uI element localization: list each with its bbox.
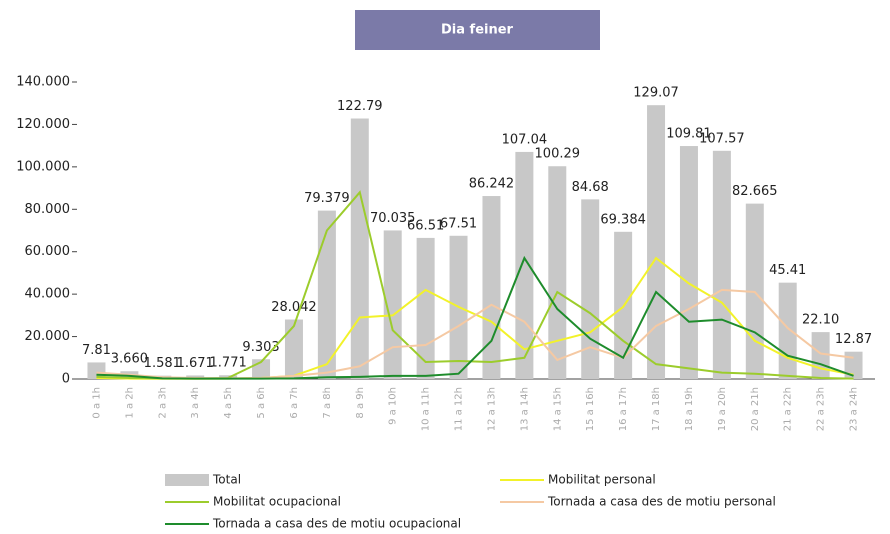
x-tick-label: 18 a 19h: [684, 387, 695, 431]
bar: [350, 118, 369, 379]
legend-label: Mobilitat personal: [548, 473, 656, 487]
value-label: 28.042: [271, 300, 317, 315]
x-tick-label: 4 a 5h: [223, 387, 234, 419]
x-tick-label: 14 a 15h: [552, 387, 563, 431]
y-tick-label: 60.000: [25, 244, 71, 259]
value-label: 1.581: [144, 356, 181, 371]
bar: [844, 351, 863, 379]
x-tick-label: 0 a 1h: [91, 387, 102, 419]
x-tick-label: 11 a 12h: [454, 387, 465, 431]
bar: [482, 196, 501, 379]
value-label: 107.57: [699, 131, 745, 146]
y-tick-label: 80.000: [25, 202, 71, 217]
bar: [515, 151, 534, 379]
y-tick-label: 140.000: [16, 75, 70, 90]
value-label: 84.68: [572, 180, 609, 195]
chart-title: Dia feiner: [441, 23, 514, 38]
y-tick-label: 0: [62, 372, 70, 387]
x-tick-label: 10 a 11h: [421, 387, 432, 431]
x-tick-label: 20 a 21h: [750, 387, 761, 431]
bar: [811, 332, 830, 379]
bar: [778, 282, 797, 379]
x-tick-label: 21 a 22h: [783, 387, 794, 431]
x-tick-label: 3 a 4h: [190, 387, 201, 419]
x-tick-label: 15 a 16h: [585, 387, 596, 431]
value-label: 1.671: [177, 356, 214, 371]
value-label: 69.384: [600, 212, 646, 227]
value-label: 7.81: [82, 343, 111, 358]
x-tick-label: 17 a 18h: [651, 387, 662, 431]
bar: [416, 237, 435, 379]
value-label: 109.81: [666, 127, 712, 142]
legend-label: Tornada a casa des de motiu ocupacional: [212, 517, 461, 531]
x-tick-label: 9 a 10h: [388, 387, 399, 425]
x-tick-label: 2 a 3h: [157, 387, 168, 419]
value-label: 122.79: [337, 99, 383, 114]
x-tick-label: 13 a 14h: [519, 387, 530, 431]
value-label: 82.665: [732, 184, 778, 199]
y-tick-label: 100.000: [16, 159, 70, 174]
value-label: 107.04: [502, 132, 548, 147]
value-label: 1.771: [210, 356, 247, 371]
y-tick-label: 20.000: [25, 329, 71, 344]
title-box: [355, 10, 600, 50]
line: [96, 255, 854, 380]
bar: [317, 210, 336, 379]
bar: [548, 166, 567, 379]
x-tick-label: 12 a 13h: [486, 387, 497, 431]
legend-label: Tornada a casa des de motiu personal: [547, 495, 776, 509]
bar: [712, 150, 731, 379]
x-tick-label: 6 a 7h: [289, 387, 300, 419]
x-tick-label: 16 a 17h: [618, 387, 629, 431]
x-tick-label: 19 a 20h: [717, 387, 728, 431]
x-tick-label: 23 a 24h: [849, 387, 860, 431]
bar: [284, 319, 303, 379]
value-label: 129.07: [633, 86, 679, 101]
x-tick-label: 7 a 8h: [322, 387, 333, 419]
x-tick-label: 8 a 9h: [355, 387, 366, 419]
value-label: 67.51: [440, 216, 477, 231]
value-label: 45.41: [769, 263, 806, 278]
value-label: 100.29: [535, 147, 581, 162]
bar: [679, 146, 698, 379]
y-tick-label: 120.000: [16, 117, 70, 132]
legend-swatch: [165, 474, 209, 486]
value-label: 3.660: [111, 352, 148, 367]
value-label: 70.035: [370, 211, 416, 226]
value-label: 79.379: [304, 191, 350, 206]
value-label: 86.242: [469, 177, 515, 192]
legend-label: Total: [212, 473, 241, 487]
bar: [581, 199, 600, 379]
x-tick-label: 1 a 2h: [124, 387, 135, 419]
value-label: 12.87: [835, 332, 872, 347]
legend-label: Mobilitat ocupacional: [213, 495, 341, 509]
x-tick-label: 22 a 23h: [816, 387, 827, 431]
bar: [647, 105, 666, 379]
x-tick-label: 5 a 6h: [256, 387, 267, 419]
y-tick-label: 40.000: [25, 287, 71, 302]
value-label: 22.10: [802, 313, 839, 328]
bar: [383, 230, 402, 379]
value-label: 66.51: [407, 218, 444, 233]
